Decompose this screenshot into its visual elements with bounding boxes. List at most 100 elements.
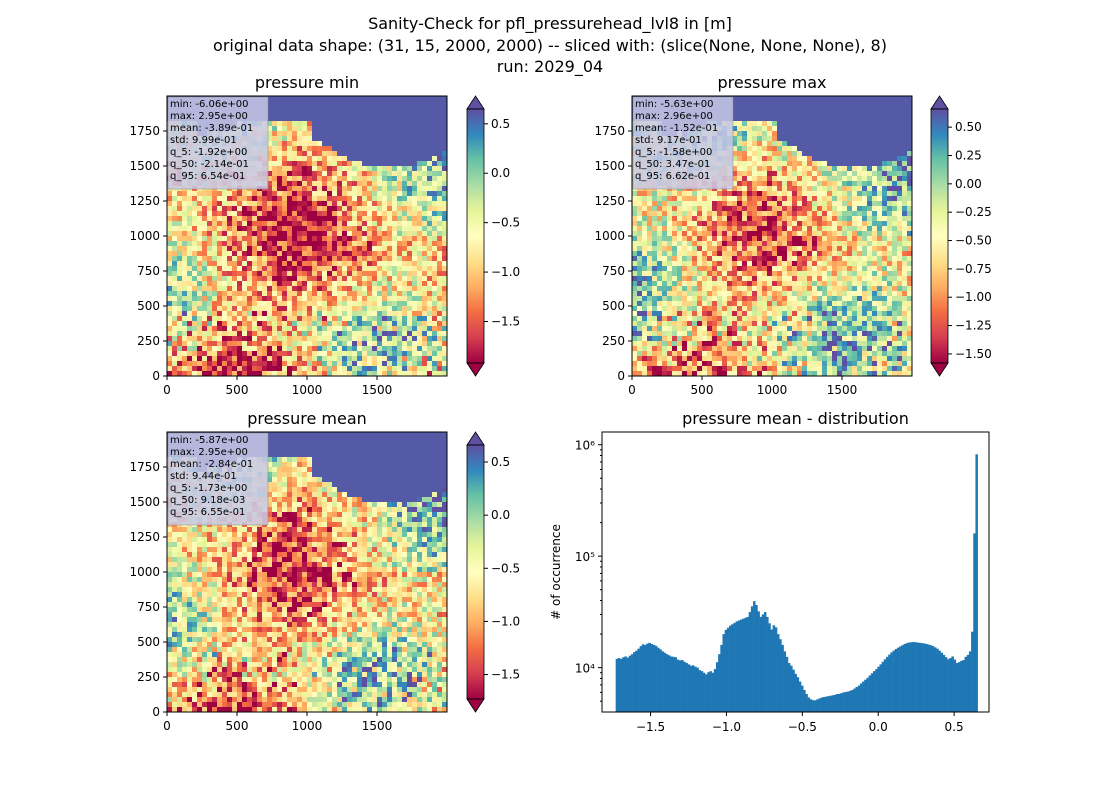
- heatmap-cell: [357, 106, 363, 112]
- heatmap-cell: [897, 236, 903, 242]
- heatmap-cell: [272, 146, 278, 152]
- heatmap-cell: [277, 121, 283, 127]
- heatmap-cell: [387, 336, 393, 342]
- heatmap-cell: [192, 326, 198, 332]
- heatmap-cell: [377, 356, 383, 362]
- heatmap-cell: [842, 176, 848, 182]
- heatmap-cell: [257, 191, 263, 197]
- heatmap-cell: [417, 316, 423, 322]
- heatmap-cell: [862, 241, 868, 247]
- heatmap-cell: [307, 246, 313, 252]
- heatmap-cell: [817, 111, 823, 117]
- heatmap-cell: [642, 206, 648, 212]
- heatmap-cell: [277, 346, 283, 352]
- heatmap-cell: [217, 346, 223, 352]
- heatmap-cell: [292, 106, 298, 112]
- heatmap-cell: [347, 336, 353, 342]
- heatmap-cell: [347, 276, 353, 282]
- heatmap-cell: [332, 206, 338, 212]
- heatmap-cell: [202, 281, 208, 287]
- heatmap-cell: [437, 346, 443, 352]
- heatmap-cell: [187, 266, 193, 272]
- heatmap-cell: [172, 361, 178, 367]
- heatmap-cell: [202, 256, 208, 262]
- heatmap-cell: [877, 161, 883, 167]
- heatmap-cell: [342, 276, 348, 282]
- heatmap-cell: [847, 181, 853, 187]
- heatmap-cell: [257, 261, 263, 267]
- heatmap-cell: [432, 141, 438, 147]
- heatmap-cell: [877, 196, 883, 202]
- heatmap-cell: [422, 216, 428, 222]
- heatmap-cell: [397, 221, 403, 227]
- heatmap-cell: [192, 371, 198, 376]
- heatmap-cell: [402, 296, 408, 302]
- heatmap-cell: [897, 176, 903, 182]
- heatmap-cell: [177, 286, 183, 292]
- heatmap-cell: [902, 171, 908, 177]
- heatmap-cell: [217, 366, 223, 372]
- heatmap-cell: [427, 366, 433, 372]
- heatmap-cell: [737, 206, 743, 212]
- heatmap-cell: [827, 106, 833, 112]
- heatmap-cell: [182, 341, 188, 347]
- heatmap-cell: [197, 256, 203, 262]
- heatmap-cell: [362, 216, 368, 222]
- heatmap-cell: [357, 341, 363, 347]
- heatmap-cell: [437, 341, 443, 347]
- heatmap-cell: [217, 331, 223, 337]
- heatmap-cell: [767, 196, 773, 202]
- heatmap-cell: [217, 301, 223, 307]
- heatmap-cell: [352, 226, 358, 232]
- heatmap-cell: [382, 201, 388, 207]
- heatmap-cell: [442, 296, 447, 302]
- heatmap-cell: [442, 106, 447, 112]
- heatmap-cell: [327, 316, 333, 322]
- heatmap-cell: [842, 136, 848, 142]
- heatmap-cell: [432, 181, 438, 187]
- heatmap-cell: [902, 126, 908, 132]
- heatmap-cell: [827, 241, 833, 247]
- heatmap-cell: [267, 356, 273, 362]
- heatmap-cell: [237, 271, 243, 277]
- heatmap-cell: [287, 336, 293, 342]
- heatmap-cell: [242, 336, 248, 342]
- heatmap-cell: [397, 136, 403, 142]
- heatmap-cell: [312, 161, 318, 167]
- heatmap-cell: [762, 251, 768, 257]
- heatmap-cell: [872, 221, 878, 227]
- heatmap-cell: [187, 296, 193, 302]
- heatmap-cell: [387, 216, 393, 222]
- heatmap-cell: [802, 186, 808, 192]
- heatmap-cell: [292, 301, 298, 307]
- heatmap-cell: [407, 356, 413, 362]
- heatmap-cell: [847, 141, 853, 147]
- heatmap-cell: [402, 151, 408, 157]
- heatmap-cell: [742, 181, 748, 187]
- heatmap-cell: [257, 321, 263, 327]
- heatmap-cell: [742, 111, 748, 117]
- heatmap-cell: [777, 241, 783, 247]
- heatmap-cell: [662, 221, 668, 227]
- heatmap-cell: [787, 101, 793, 107]
- heatmap-cell: [317, 291, 323, 297]
- heatmap-cell: [292, 251, 298, 257]
- heatmap-cell: [377, 111, 383, 117]
- heatmap-cell: [347, 321, 353, 327]
- heatmap-cell: [632, 211, 638, 217]
- heatmap-cell: [242, 306, 248, 312]
- heatmap-cell: [317, 346, 323, 352]
- heatmap-cell: [807, 206, 813, 212]
- heatmap-cell: [362, 361, 368, 367]
- heatmap-cell: [167, 366, 173, 372]
- heatmap-cell: [237, 266, 243, 272]
- heatmap-cell: [417, 361, 423, 367]
- heatmap-cell: [417, 231, 423, 237]
- heatmap-cell: [887, 106, 893, 112]
- heatmap-cell: [382, 181, 388, 187]
- heatmap-cell: [317, 271, 323, 277]
- heatmap-cell: [387, 221, 393, 227]
- heatmap-cell: [432, 261, 438, 267]
- heatmap-cell: [312, 296, 318, 302]
- heatmap-cell: [382, 231, 388, 237]
